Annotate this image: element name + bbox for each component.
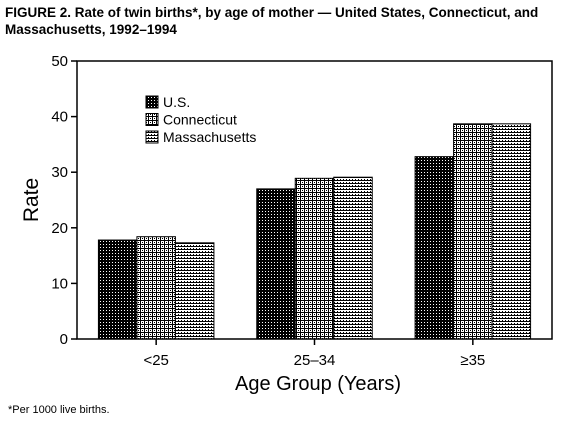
bar-2-3 [333,176,373,340]
x-axis-label: Age Group (Years) [235,373,401,395]
x-tick-label: <25 [143,352,168,369]
bars-group [97,123,532,340]
legend-swatch [145,113,159,126]
legend-swatch [145,130,159,144]
bar-2-2 [294,177,335,340]
x-tick-label: ≥35 [460,352,485,369]
bar-chart: 0 10 20 30 40 50 <25 25–34 ≥35 U.S. ConnecticutMa… [20,53,553,395]
x-tick-label: 25–34 [294,352,336,369]
chart-title: FIGURE 2. Rate of twin births*, by age o… [5,4,580,38]
chart-title-line-1: FIGURE 2. Rate of twin births*, by age o… [5,5,539,20]
axes-group: 0 10 20 30 40 50 <25 25–34 ≥35 [51,53,553,369]
legend-swatch [145,95,159,109]
y-tick-label: 10 [51,275,68,292]
bar-3-2 [453,123,493,340]
legend-label: Massachusetts [163,129,256,145]
footnote: *Per 1000 live births. [8,404,110,416]
bar-2-1 [256,188,296,340]
chart-title-line-2: Massachusetts, 1992–1994 [5,22,177,37]
legend-label: U.S. [163,94,190,110]
y-tick-label: 30 [51,164,68,181]
legend-label: Connecticut [163,112,237,128]
y-tick-label: 0 [60,331,68,348]
bar-3-1 [414,156,455,340]
bar-1-3 [174,242,215,340]
bar-3-3 [491,123,532,340]
bar-1-1 [97,239,138,340]
y-tick-label: 50 [51,53,68,70]
y-axis-label: Rate [20,178,43,222]
y-tick-label: 40 [51,109,68,126]
y-tick-label: 20 [51,220,68,237]
bar-1-2 [136,236,176,340]
